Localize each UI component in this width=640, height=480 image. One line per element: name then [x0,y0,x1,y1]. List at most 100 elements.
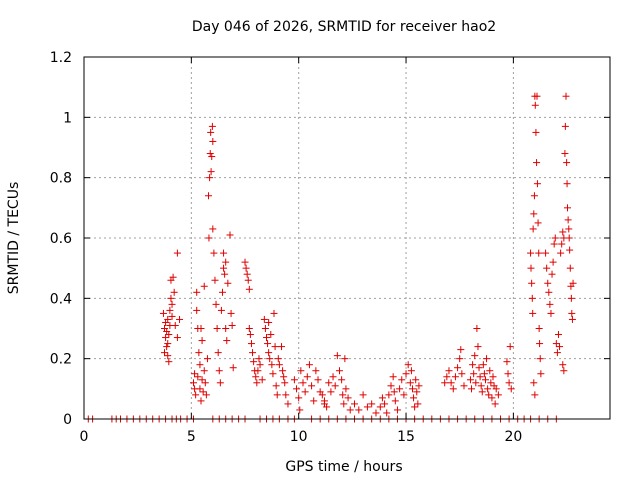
data-point [205,234,213,242]
data-point [563,204,571,212]
data-point [530,210,538,218]
data-point [565,225,573,233]
data-point [480,370,488,378]
data-point [299,379,307,387]
data-point [279,367,287,375]
data-point [308,382,316,390]
data-point [280,373,288,381]
data-point [278,343,286,351]
data-point [536,355,544,363]
data-point [320,397,328,405]
data-point [544,279,552,287]
data-point [569,279,577,287]
data-point [249,349,257,357]
data-point [476,373,484,381]
data-point [217,306,225,314]
data-point [168,312,176,320]
data-point [247,340,255,348]
data-point [531,391,539,399]
data-point [564,216,572,224]
data-point [193,306,201,314]
data-point [272,382,280,390]
data-point [256,361,264,369]
data-point [167,294,175,302]
data-point [567,294,575,302]
data-point [485,391,493,399]
data-point [221,270,229,278]
data-point [391,397,399,405]
data-point [192,391,200,399]
data-point [531,101,539,109]
data-point [486,367,494,375]
data-point [201,379,209,387]
data-point [533,92,541,100]
data-point [170,288,178,296]
data-point [532,128,540,136]
data-point [368,400,376,408]
data-point [207,168,215,176]
data-point [565,234,573,242]
data-point [389,373,397,381]
data-point [505,379,513,387]
data-point [222,258,230,266]
axes-layer: 0 5 10 15 20 0 0.2 0.4 0.6 0.8 1 1.2 [50,50,611,445]
data-point [477,382,485,390]
data-point [546,300,554,308]
data-point [169,273,177,281]
data-point [383,409,391,417]
data-point [351,400,359,408]
data-point [196,361,204,369]
data-point [359,391,367,399]
data-point [387,382,395,390]
data-point [164,315,172,323]
data-point [556,343,564,351]
data-point [535,325,543,332]
data-point [400,391,408,399]
data-point [483,355,491,363]
data-point [554,331,562,339]
data-point [195,349,203,357]
data-point [262,334,270,342]
data-point [507,385,515,393]
data-point [161,349,169,357]
data-point [536,340,544,348]
y-tick-label: 1 [63,110,72,126]
data-point [197,397,205,405]
data-point [267,331,275,339]
data-point [163,343,171,351]
data-point [207,128,215,136]
data-point [229,364,237,372]
data-point [535,249,543,257]
data-point [312,367,320,375]
data-point [265,349,273,357]
data-point [243,270,251,278]
data-point [266,355,274,363]
data-point [220,249,228,257]
data-point [212,300,220,308]
data-point [310,397,318,405]
data-point [407,367,415,375]
data-point [481,376,489,384]
data-point [533,159,541,167]
data-point [473,325,481,332]
data-point [273,391,281,399]
data-point [406,379,414,387]
data-point [563,180,571,188]
data-point [241,258,249,266]
data-point [297,367,305,375]
data-point [566,264,574,272]
data-point [451,373,459,381]
data-point [333,352,341,360]
data-point [456,355,464,363]
data-point [162,334,170,342]
data-point [227,309,235,317]
data-point [466,376,474,384]
data-point [203,355,211,363]
data-point [282,391,290,399]
data-point [449,385,457,393]
data-point [209,137,217,145]
data-point [305,361,313,369]
data-point [274,355,282,363]
data-point [390,388,398,396]
